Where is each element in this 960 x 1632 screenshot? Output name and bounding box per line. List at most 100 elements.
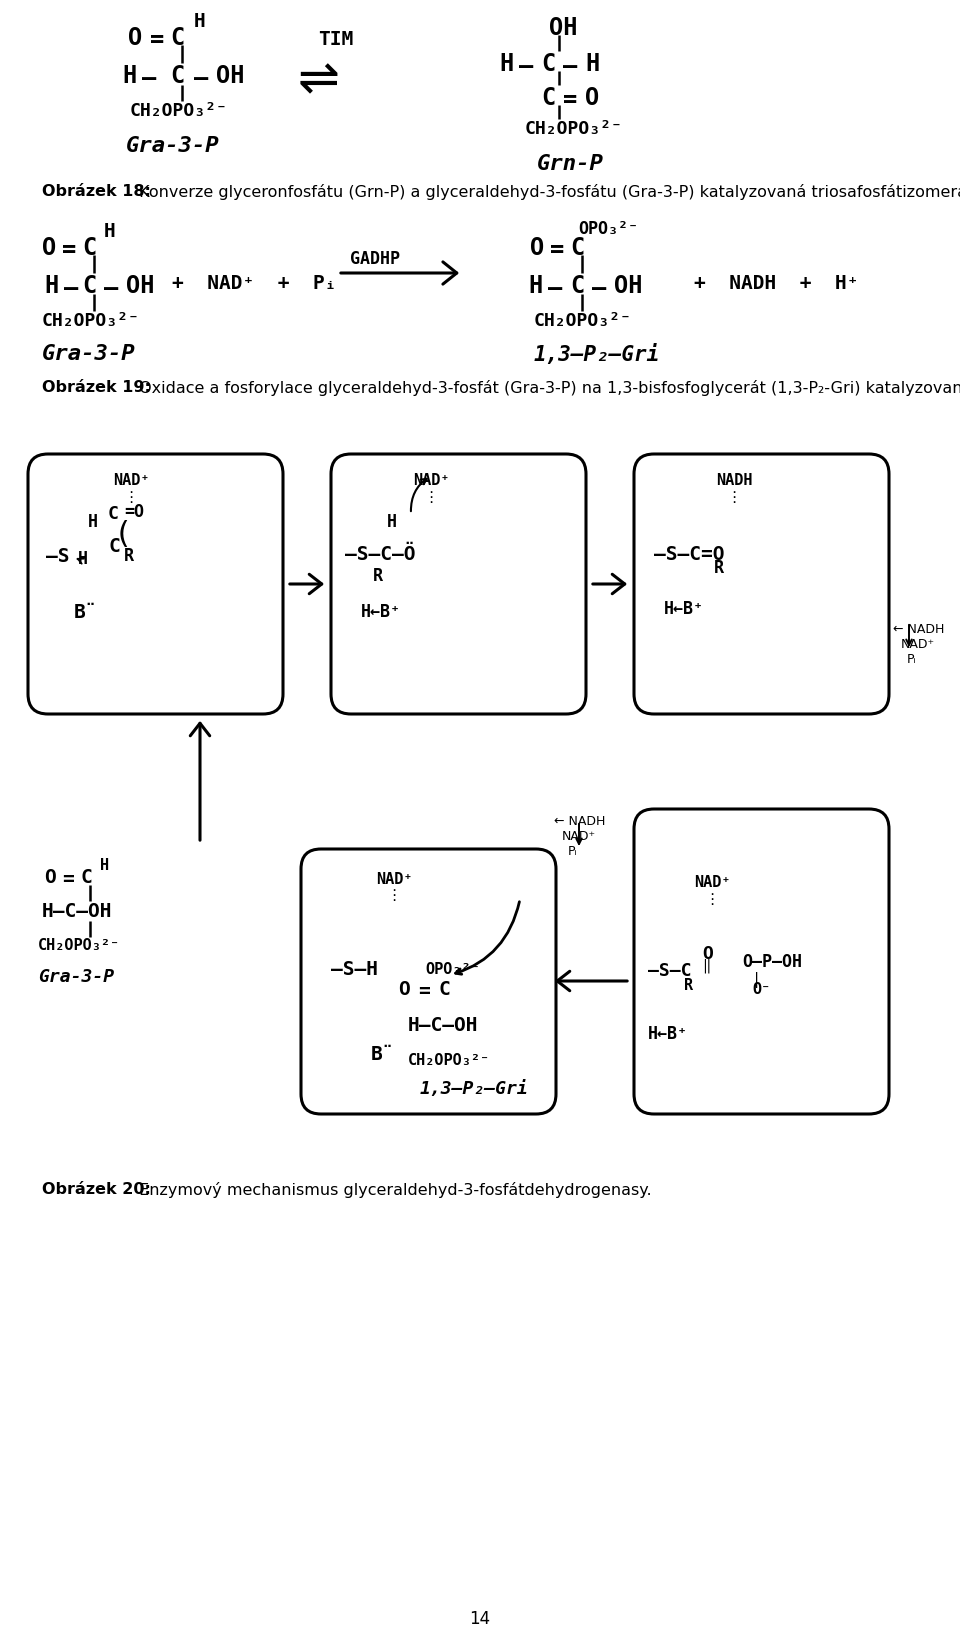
Text: =: =	[550, 238, 564, 261]
Text: H←B⁺: H←B⁺	[361, 602, 401, 620]
Text: TIM: TIM	[318, 29, 353, 49]
Text: OPO₃²⁻: OPO₃²⁻	[578, 220, 638, 238]
Text: GADHP: GADHP	[350, 250, 400, 268]
Text: Obrázek 19:: Obrázek 19:	[42, 380, 151, 395]
Text: |: |	[752, 971, 761, 987]
Text: R: R	[714, 558, 724, 576]
Text: O–P–OH: O–P–OH	[742, 953, 802, 971]
Text: –: –	[64, 276, 79, 300]
FancyBboxPatch shape	[28, 455, 283, 715]
Text: –: –	[592, 276, 607, 300]
Text: –: –	[563, 54, 577, 78]
Text: C: C	[170, 26, 184, 51]
Text: H–C–OH: H–C–OH	[408, 1015, 478, 1035]
Text: B̈: B̈	[371, 1044, 395, 1064]
Text: H←B⁺: H←B⁺	[648, 1025, 688, 1043]
Text: –: –	[142, 65, 156, 90]
Text: H–C–OH: H–C–OH	[42, 901, 112, 920]
Text: ⋮: ⋮	[123, 490, 138, 504]
Text: 1,3–P₂–Gri: 1,3–P₂–Gri	[534, 344, 660, 366]
Text: NAD⁺: NAD⁺	[113, 473, 150, 488]
Text: Oxidace a fosforylace glyceraldehyd-3-fosfát (Gra-3-P) na 1,3-bisfosfoglycerát (: Oxidace a fosforylace glyceraldehyd-3-fo…	[134, 380, 960, 395]
Text: O: O	[702, 945, 713, 963]
Text: H: H	[44, 274, 59, 297]
Text: CH₂OPO₃²⁻: CH₂OPO₃²⁻	[38, 937, 120, 953]
Text: R: R	[124, 547, 134, 565]
Text: Pᵢ: Pᵢ	[568, 844, 578, 857]
Text: C: C	[541, 86, 555, 109]
Text: –S–C=O: –S–C=O	[654, 545, 725, 563]
Text: –S: –S	[46, 547, 69, 566]
Text: CH₂OPO₃²⁻: CH₂OPO₃²⁻	[42, 312, 140, 330]
Text: +  NADH  +  H⁺: + NADH + H⁺	[694, 274, 858, 292]
Text: =: =	[563, 88, 577, 113]
Text: CH₂OPO₃²⁻: CH₂OPO₃²⁻	[408, 1053, 491, 1067]
Text: NAD⁺: NAD⁺	[901, 638, 935, 651]
Text: =: =	[62, 870, 74, 888]
Text: NAD⁺: NAD⁺	[413, 473, 449, 488]
Text: –: –	[104, 276, 118, 300]
Text: O: O	[530, 237, 544, 259]
Text: ⇌: ⇌	[298, 55, 340, 104]
Text: H←B⁺: H←B⁺	[664, 599, 704, 617]
Text: Gra-3-P: Gra-3-P	[126, 135, 220, 157]
Text: OH: OH	[216, 64, 245, 88]
Text: NADH: NADH	[716, 473, 753, 488]
Text: 1,3–P₂–Gri: 1,3–P₂–Gri	[420, 1079, 529, 1097]
Text: CH₂OPO₃²⁻: CH₂OPO₃²⁻	[534, 312, 632, 330]
Text: –: –	[519, 54, 533, 78]
Text: –S–C–Ö: –S–C–Ö	[345, 545, 416, 563]
Text: 14: 14	[469, 1609, 491, 1627]
Text: C: C	[438, 979, 449, 999]
FancyBboxPatch shape	[301, 850, 556, 1115]
Text: H: H	[585, 52, 599, 77]
Text: NAD⁺: NAD⁺	[562, 829, 596, 842]
Text: H: H	[100, 857, 109, 873]
Text: R: R	[373, 566, 383, 584]
Text: ← NADH: ← NADH	[554, 814, 606, 827]
Text: C: C	[170, 64, 184, 88]
Text: OH: OH	[126, 274, 155, 297]
Text: ⋮: ⋮	[726, 490, 741, 504]
Text: R: R	[684, 978, 693, 992]
FancyBboxPatch shape	[634, 455, 889, 715]
Text: ⋮: ⋮	[386, 888, 401, 902]
Text: –: –	[194, 65, 208, 90]
Text: H: H	[499, 52, 514, 77]
Text: C: C	[108, 537, 120, 555]
Text: C: C	[80, 868, 92, 886]
Text: Obrázek 18:: Obrázek 18:	[42, 184, 151, 199]
Text: C: C	[108, 504, 119, 522]
Text: ← NADH: ← NADH	[893, 623, 945, 635]
Text: Pᵢ: Pᵢ	[907, 653, 917, 666]
Text: H: H	[528, 274, 542, 297]
Text: H: H	[78, 550, 88, 568]
Text: ‖: ‖	[702, 958, 710, 973]
Text: OH: OH	[614, 274, 642, 297]
Text: NAD⁺: NAD⁺	[376, 871, 413, 886]
Text: O: O	[585, 86, 599, 109]
Text: Obrázek 20:: Obrázek 20:	[42, 1182, 151, 1196]
Text: O: O	[398, 979, 410, 999]
Text: Grn-P: Grn-P	[537, 153, 604, 175]
Text: OPO₃²⁻: OPO₃²⁻	[425, 961, 480, 976]
Text: B̈: B̈	[74, 602, 98, 622]
Text: CH₂OPO₃²⁻: CH₂OPO₃²⁻	[525, 119, 623, 139]
Text: ⋮: ⋮	[704, 891, 719, 906]
Text: ⋮: ⋮	[423, 490, 439, 504]
Text: Konverze glyceronfosfátu (Grn-P) a glyceraldehyd-3-fosfátu (Gra-3-P) katalyzovan: Konverze glyceronfosfátu (Grn-P) a glyce…	[134, 184, 960, 199]
Text: C: C	[82, 274, 96, 297]
Text: O: O	[44, 868, 56, 886]
Text: H: H	[122, 64, 136, 88]
Text: CH₂OPO₃²⁻: CH₂OPO₃²⁻	[130, 101, 228, 119]
Text: C: C	[82, 237, 96, 259]
Text: Enzymový mechanismus glyceraldehyd-3-fosfátdehydrogenasy.: Enzymový mechanismus glyceraldehyd-3-fos…	[134, 1182, 652, 1198]
Text: OH: OH	[549, 16, 578, 39]
Text: –: –	[548, 276, 563, 300]
FancyBboxPatch shape	[331, 455, 586, 715]
Text: H: H	[387, 512, 397, 530]
Text: H: H	[104, 222, 116, 242]
Text: +  NAD⁺  +  Pᵢ: + NAD⁺ + Pᵢ	[172, 274, 337, 292]
Text: (: (	[114, 519, 132, 548]
Text: O: O	[128, 26, 142, 51]
